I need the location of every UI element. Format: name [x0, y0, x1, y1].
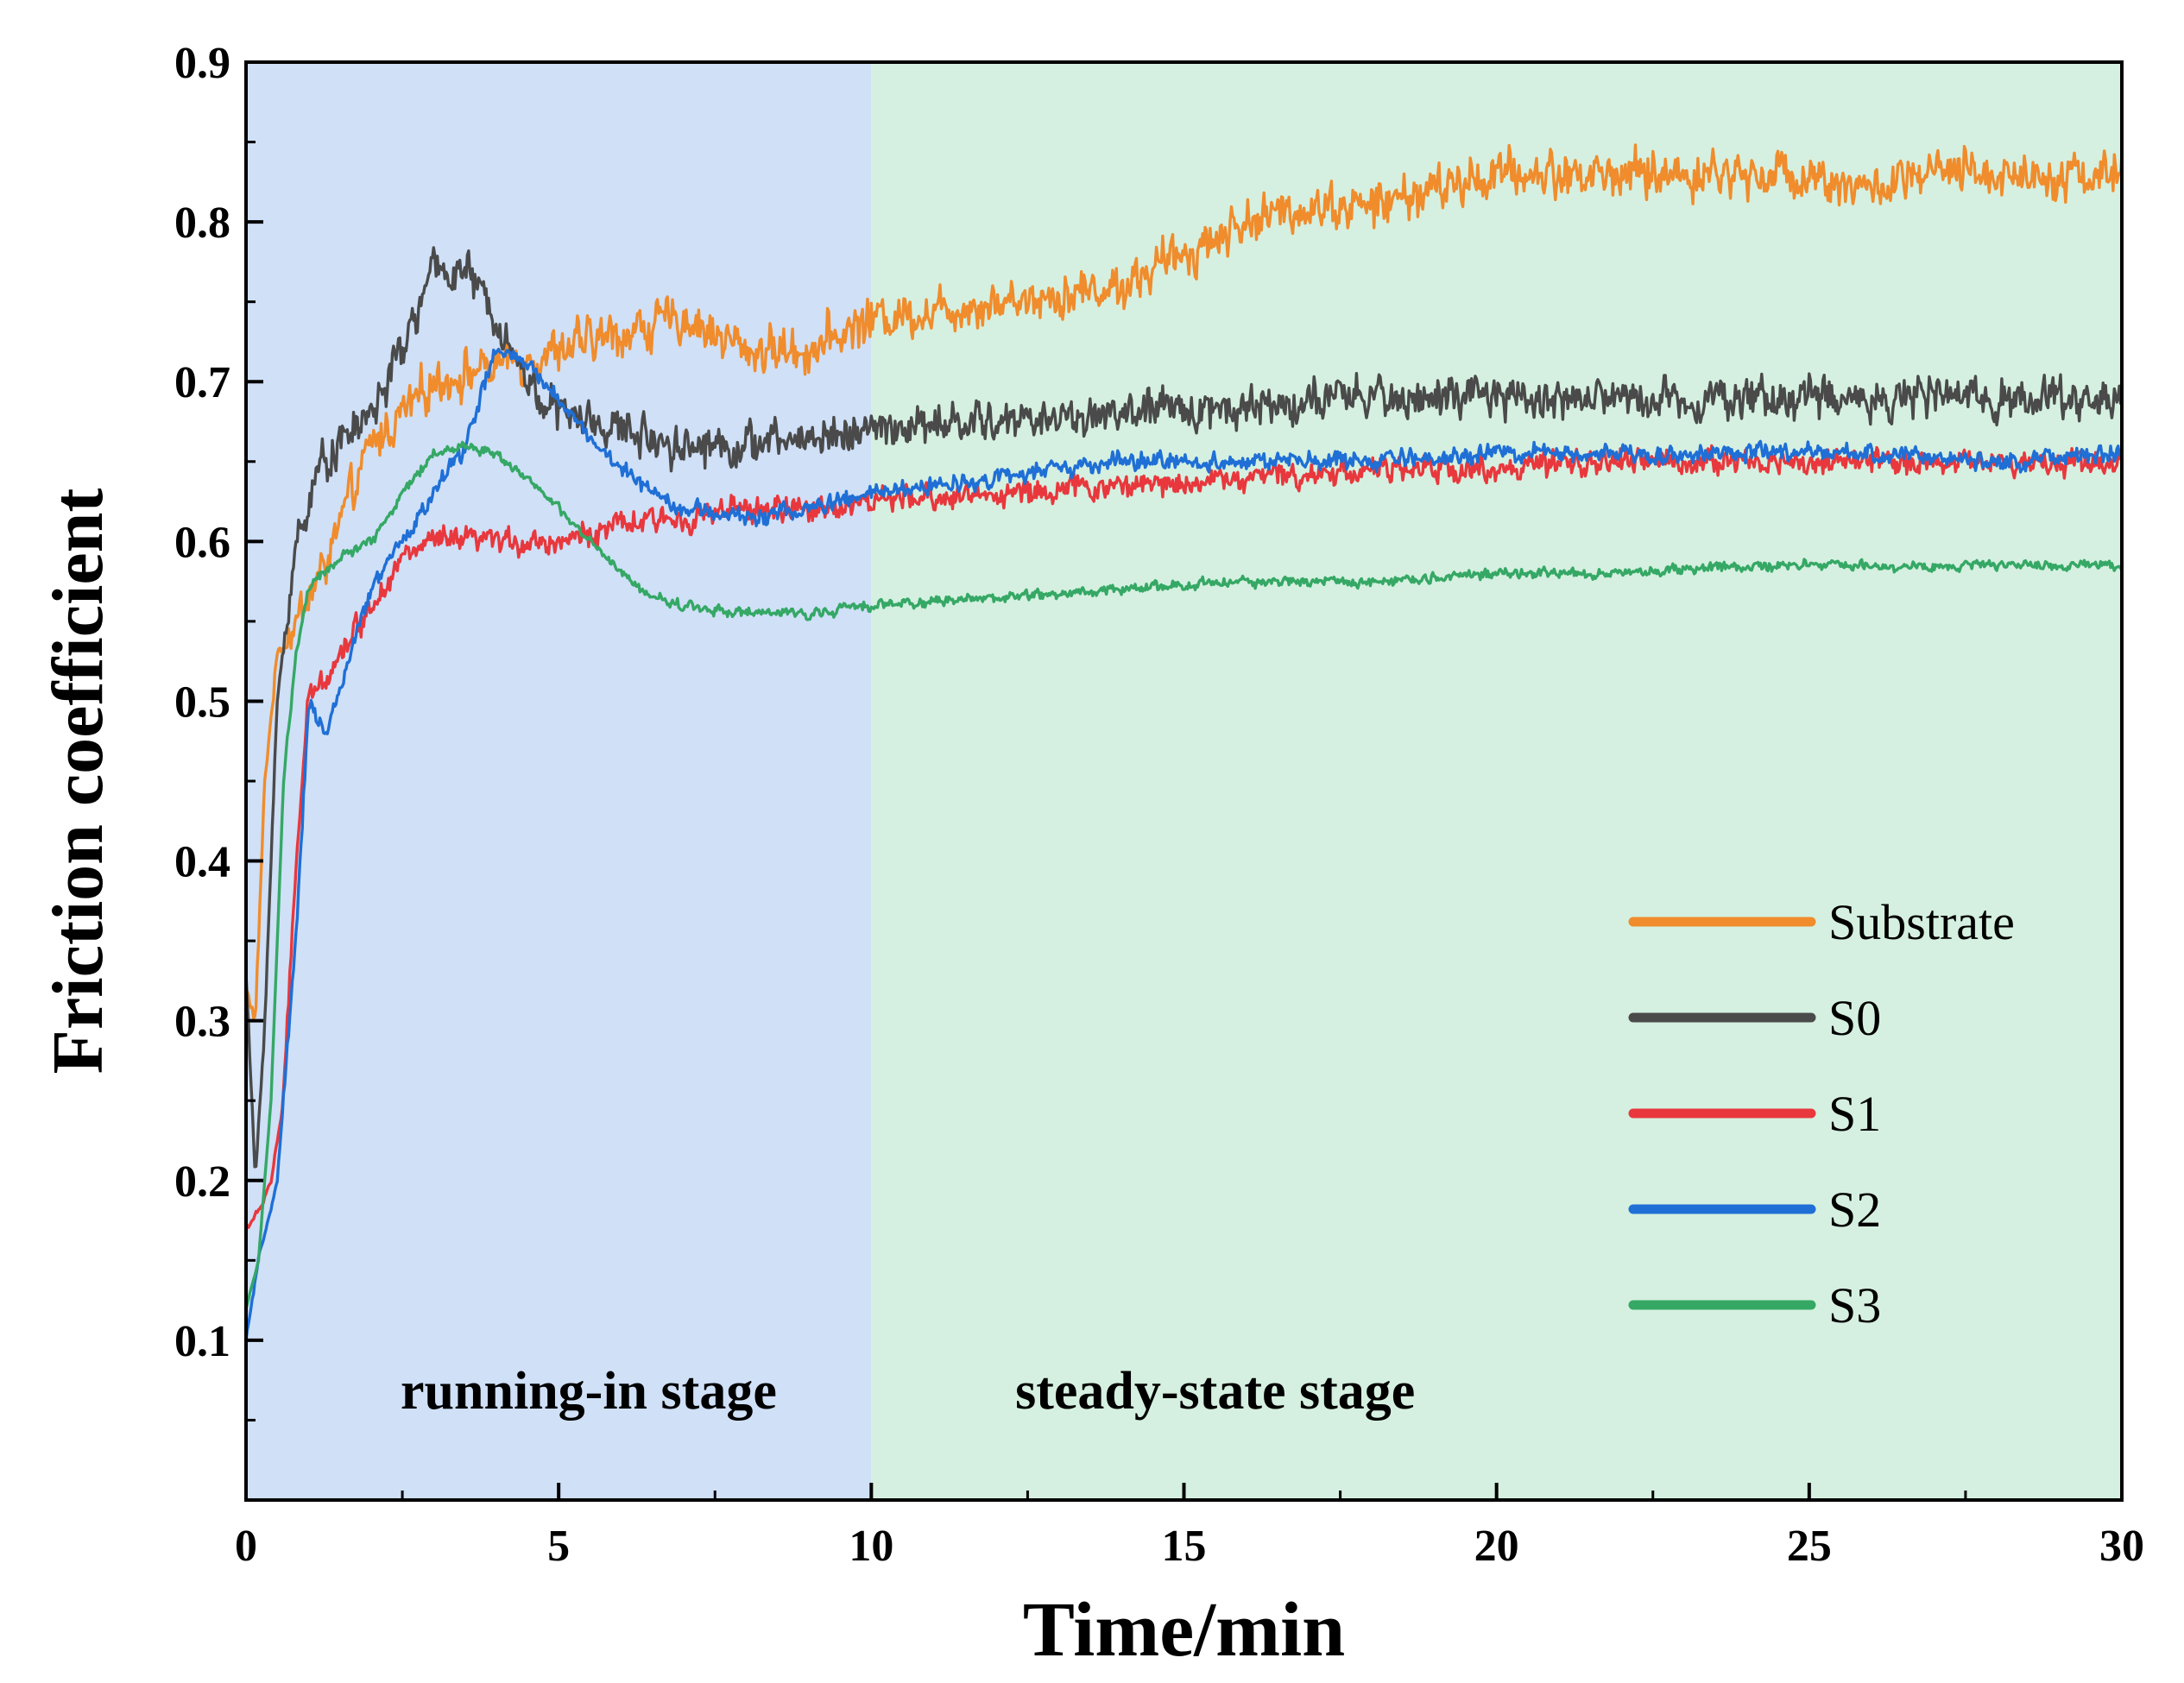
x-tick-label: 25 — [1787, 1522, 1832, 1571]
tick-labels: 0.1 0.2 0.3 0.4 0.5 0.6 0.7 0.8 0.9 0 5 10 15 20 25 30 — [174, 39, 2144, 1571]
legend-label-s0: S0 — [1828, 990, 1881, 1046]
y-axis-title: Friction coefficient — [38, 489, 118, 1075]
stage-labels: running-in stage steady-state stage — [401, 1362, 1415, 1421]
region-steady-state — [871, 62, 2123, 1500]
x-tick-label: 10 — [849, 1522, 893, 1571]
series-lines — [244, 143, 2124, 1341]
y-tick-label: 0.1 — [174, 1317, 230, 1366]
y-tick-label: 0.7 — [174, 358, 230, 407]
x-tick-label: 0 — [235, 1522, 257, 1571]
legend-label-substrate: Substrate — [1828, 894, 2015, 950]
region-running-in — [246, 62, 872, 1500]
y-tick-label: 0.2 — [174, 1157, 230, 1207]
stage-label-running-in: running-in stage — [401, 1362, 777, 1421]
y-tick-label: 0.5 — [174, 678, 230, 727]
y-tick-label: 0.6 — [174, 518, 230, 567]
legend-label-s2: S2 — [1828, 1182, 1881, 1238]
y-tick-label: 0.4 — [174, 838, 230, 887]
series-line-substrate — [244, 143, 2124, 1020]
x-axis-title: Time/min — [1023, 1587, 1345, 1673]
stage-label-steady-state: steady-state stage — [1015, 1362, 1415, 1421]
legend-label-s1: S1 — [1828, 1086, 1881, 1142]
x-tick-label: 15 — [1162, 1522, 1207, 1571]
series-line-s3 — [244, 440, 2124, 1309]
legend-label-s3: S3 — [1828, 1277, 1881, 1333]
y-tick-label: 0.8 — [174, 199, 230, 248]
x-tick-label: 30 — [2099, 1522, 2144, 1571]
legend: Substrate S0 S1 S2 S3 — [1628, 894, 2015, 1333]
x-tick-label: 20 — [1474, 1522, 1519, 1571]
series-line-s2 — [244, 348, 2124, 1341]
x-tick-label: 5 — [547, 1522, 570, 1571]
y-tick-label: 0.9 — [174, 39, 230, 88]
plot-frame — [244, 60, 2124, 1502]
stage-regions — [246, 62, 2123, 1500]
y-tick-label: 0.3 — [174, 998, 230, 1047]
series-line-s1 — [244, 444, 2123, 1230]
